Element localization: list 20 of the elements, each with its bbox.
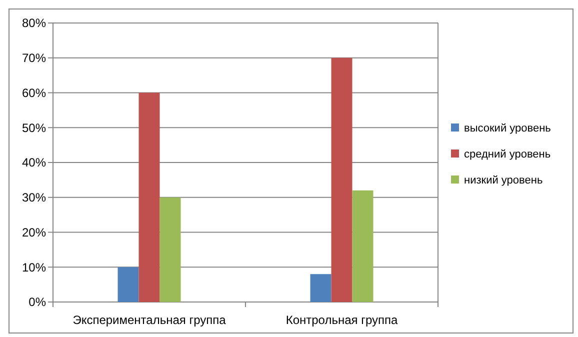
bar	[160, 197, 181, 302]
x-tick-label: Экспериментальная группа	[72, 313, 226, 327]
y-tick-label: 70%	[22, 51, 46, 66]
bar	[118, 267, 139, 302]
bar	[352, 190, 374, 302]
y-tick-label: 10%	[22, 260, 46, 274]
bar	[138, 92, 160, 302]
bar	[310, 274, 332, 302]
y-tick-label: 80%	[22, 16, 46, 30]
legend-label: низкий уровень	[464, 174, 543, 186]
y-tick-label: 30%	[22, 190, 46, 205]
x-tick-label: Контрольная группа	[286, 313, 398, 327]
y-tick-label: 40%	[22, 156, 46, 170]
legend-label: высокий уровень	[464, 122, 552, 134]
y-tick-label: 50%	[22, 120, 46, 135]
y-tick-label: 0%	[28, 295, 46, 310]
legend-label: средний уровень	[464, 148, 551, 160]
y-tick-label: 20%	[22, 225, 46, 240]
bar	[331, 58, 352, 302]
y-tick-label: 60%	[22, 86, 46, 100]
